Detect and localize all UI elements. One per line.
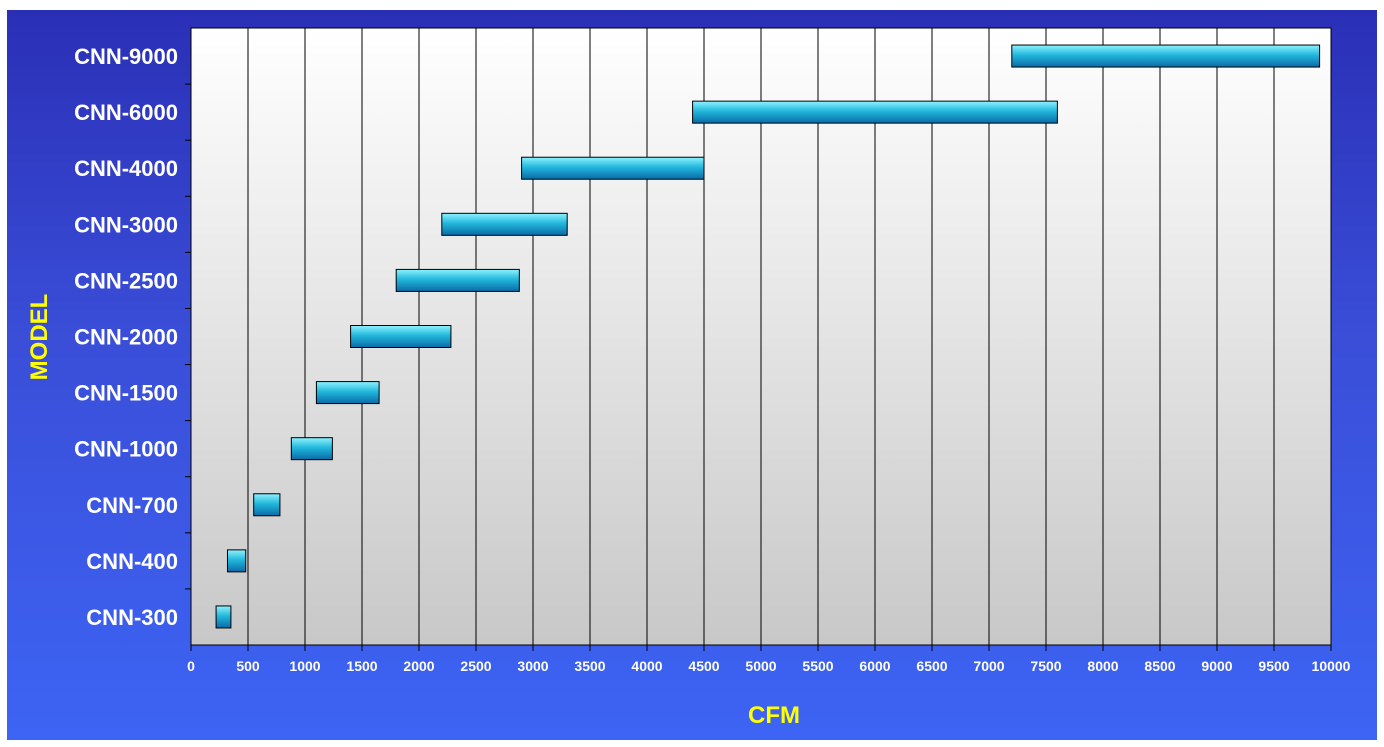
chart-frame: CNN-300 CNN-400 CNN-700 CNN-1000 CNN-1500 CNN… xyxy=(7,10,1377,740)
bar-cnn-2000 xyxy=(350,325,452,348)
category-label-cnn-400: CNN-400 xyxy=(86,549,178,574)
bar-cnn-700 xyxy=(253,493,281,517)
x-tick-label-8000: 8000 xyxy=(1087,658,1118,674)
x-tick-label-9500: 9500 xyxy=(1258,658,1289,674)
bar-cnn-2500 xyxy=(395,268,520,292)
x-tick-label-5500: 5500 xyxy=(802,658,833,674)
x-tick-label-5000: 5000 xyxy=(745,658,776,674)
category-label-cnn-1000: CNN-1000 xyxy=(74,437,178,462)
category-label-cnn-3000: CNN-3000 xyxy=(74,212,178,237)
bars xyxy=(215,44,1321,629)
category-label-cnn-1500: CNN-1500 xyxy=(74,381,178,406)
category-label-cnn-9000: CNN-9000 xyxy=(74,44,178,69)
category-label-cnn-4000: CNN-4000 xyxy=(74,156,178,181)
bar-cnn-1000 xyxy=(290,437,333,461)
x-tick-label-7500: 7500 xyxy=(1030,658,1061,674)
bar-cnn-6000 xyxy=(692,100,1058,124)
x-tick-label-9000: 9000 xyxy=(1201,658,1232,674)
category-label-cnn-2000: CNN-2000 xyxy=(74,325,178,350)
x-tick-label-4000: 4000 xyxy=(631,658,662,674)
x-tick-label-7000: 7000 xyxy=(973,658,1004,674)
x-axis-title: CFM xyxy=(748,702,800,729)
grid-lines xyxy=(185,28,1332,651)
bar-cnn-300 xyxy=(215,605,232,629)
x-tick-label-1000: 1000 xyxy=(289,658,320,674)
x-tick-labels: 0 500 1000 1500 2000 2500 3000 3500 4000 4500 5000… xyxy=(187,658,1351,674)
x-tick-label-6000: 6000 xyxy=(859,658,890,674)
category-label-cnn-2500: CNN-2500 xyxy=(74,268,178,293)
x-tick-label-3500: 3500 xyxy=(574,658,605,674)
range-bar-chart: CNN-300 CNN-400 CNN-700 CNN-1000 CNN-1500 CNN… xyxy=(26,27,1351,729)
bar-cnn-400 xyxy=(226,549,247,573)
x-tick-label-2000: 2000 xyxy=(403,658,434,674)
bar-cnn-3000 xyxy=(441,212,568,236)
category-labels: CNN-300 CNN-400 CNN-700 CNN-1000 CNN-1500 CNN… xyxy=(74,44,178,630)
x-tick-label-1500: 1500 xyxy=(346,658,377,674)
category-label-cnn-6000: CNN-6000 xyxy=(74,100,178,125)
x-tick-label-8500: 8500 xyxy=(1144,658,1175,674)
x-tick-label-0: 0 xyxy=(187,658,195,674)
x-tick-label-4500: 4500 xyxy=(688,658,719,674)
y-axis-title: MODEL xyxy=(26,294,53,381)
x-tick-label-3000: 3000 xyxy=(517,658,548,674)
x-tick-label-10000: 10000 xyxy=(1312,658,1351,674)
bar-cnn-4000 xyxy=(521,156,705,180)
category-label-cnn-700: CNN-700 xyxy=(86,493,178,518)
x-tick-label-500: 500 xyxy=(236,658,260,674)
bar-cnn-9000 xyxy=(1011,44,1321,68)
x-tick-label-6500: 6500 xyxy=(916,658,947,674)
x-tick-label-2500: 2500 xyxy=(460,658,491,674)
bar-cnn-1500 xyxy=(315,381,380,405)
category-label-cnn-300: CNN-300 xyxy=(86,605,178,630)
